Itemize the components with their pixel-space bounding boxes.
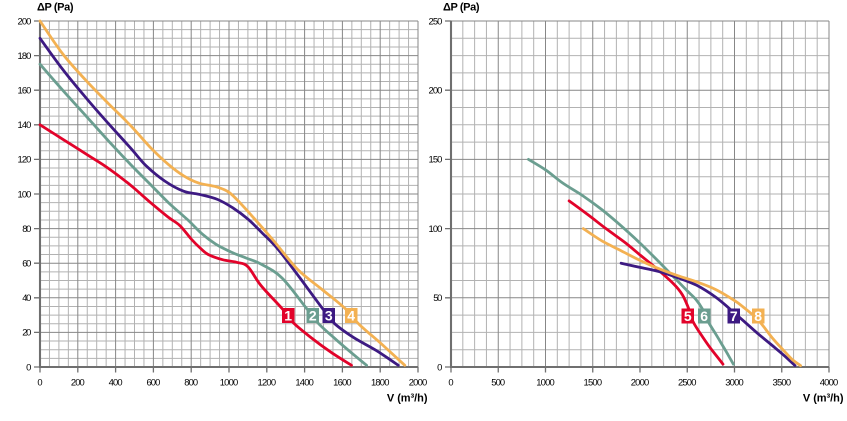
svg-text:100: 100 <box>429 223 443 234</box>
svg-text:140: 140 <box>18 119 32 130</box>
svg-text:2500: 2500 <box>678 376 697 387</box>
svg-text:50: 50 <box>433 292 442 303</box>
svg-text:4: 4 <box>347 308 355 324</box>
svg-text:5: 5 <box>684 308 692 324</box>
svg-text:2: 2 <box>309 308 317 324</box>
svg-text:2000: 2000 <box>631 376 650 387</box>
svg-text:150: 150 <box>429 154 443 165</box>
svg-text:4000: 4000 <box>820 376 839 387</box>
svg-text:500: 500 <box>491 376 505 387</box>
svg-text:800: 800 <box>184 376 198 387</box>
svg-text:ΔP (Pa): ΔP (Pa) <box>37 2 74 14</box>
svg-text:80: 80 <box>22 223 31 234</box>
svg-text:2000: 2000 <box>409 376 428 387</box>
svg-text:20: 20 <box>22 327 31 338</box>
svg-text:120: 120 <box>18 154 32 165</box>
svg-text:200: 200 <box>429 85 443 96</box>
svg-text:3000: 3000 <box>725 376 744 387</box>
svg-text:ΔP (Pa): ΔP (Pa) <box>443 2 480 14</box>
svg-text:180: 180 <box>18 50 32 61</box>
svg-text:1500: 1500 <box>584 376 603 387</box>
svg-text:1000: 1000 <box>536 376 555 387</box>
svg-text:60: 60 <box>22 258 31 269</box>
svg-text:0: 0 <box>26 361 31 372</box>
svg-text:1800: 1800 <box>371 376 390 387</box>
svg-text:250: 250 <box>429 15 443 26</box>
svg-text:3: 3 <box>325 308 333 324</box>
svg-text:3500: 3500 <box>773 376 792 387</box>
svg-text:V (m³/h): V (m³/h) <box>803 393 844 405</box>
svg-text:600: 600 <box>146 376 160 387</box>
svg-text:6: 6 <box>700 308 708 324</box>
svg-text:1400: 1400 <box>295 376 314 387</box>
svg-text:400: 400 <box>109 376 123 387</box>
svg-text:V (m³/h): V (m³/h) <box>387 393 428 405</box>
svg-text:160: 160 <box>18 85 32 96</box>
svg-text:0: 0 <box>437 361 442 372</box>
svg-text:200: 200 <box>18 15 32 26</box>
svg-text:7: 7 <box>730 308 738 324</box>
svg-text:1600: 1600 <box>333 376 352 387</box>
svg-text:0: 0 <box>37 376 42 387</box>
svg-text:1: 1 <box>284 308 292 324</box>
svg-text:1000: 1000 <box>220 376 239 387</box>
svg-text:40: 40 <box>22 292 31 303</box>
svg-text:200: 200 <box>71 376 85 387</box>
svg-text:8: 8 <box>754 308 762 324</box>
svg-text:100: 100 <box>18 188 32 199</box>
svg-text:0: 0 <box>448 376 453 387</box>
svg-text:1200: 1200 <box>258 376 277 387</box>
